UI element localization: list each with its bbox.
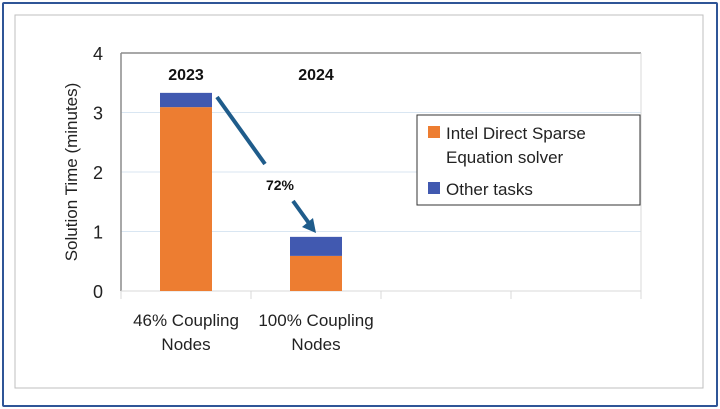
arrow-shaft bbox=[291, 199, 313, 228]
legend-label: Equation solver bbox=[446, 148, 564, 167]
x-tick-label: Nodes bbox=[291, 335, 340, 354]
x-tick-label: 46% Coupling bbox=[133, 311, 239, 330]
y-axis-label: Solution Time (minutes) bbox=[62, 83, 81, 262]
arrow-head bbox=[302, 218, 316, 233]
reduction-annotation: 72% bbox=[266, 177, 295, 193]
legend-box bbox=[416, 114, 641, 206]
y-tick-label: 2 bbox=[93, 163, 103, 183]
legend-label: Other tasks bbox=[446, 180, 533, 199]
legend-swatch bbox=[428, 182, 440, 194]
x-tick-label: 100% Coupling bbox=[258, 311, 373, 330]
y-tick-label: 3 bbox=[93, 104, 103, 124]
y-tick-label: 1 bbox=[93, 223, 103, 243]
x-tick-label: Nodes bbox=[161, 335, 210, 354]
bar-year-label: 2023 bbox=[168, 67, 204, 84]
bar-segment bbox=[160, 107, 212, 292]
bar-segment bbox=[290, 236, 342, 256]
bar-year-label: 2024 bbox=[298, 67, 334, 84]
arrow-shaft bbox=[215, 95, 267, 166]
y-tick-label: 0 bbox=[93, 282, 103, 302]
bar-segment bbox=[160, 92, 212, 108]
bar-segment bbox=[290, 255, 342, 291]
legend-label: Intel Direct Sparse bbox=[446, 124, 586, 143]
legend-swatch bbox=[428, 126, 440, 138]
chart-area-border bbox=[14, 14, 704, 389]
y-tick-label: 4 bbox=[93, 44, 103, 64]
